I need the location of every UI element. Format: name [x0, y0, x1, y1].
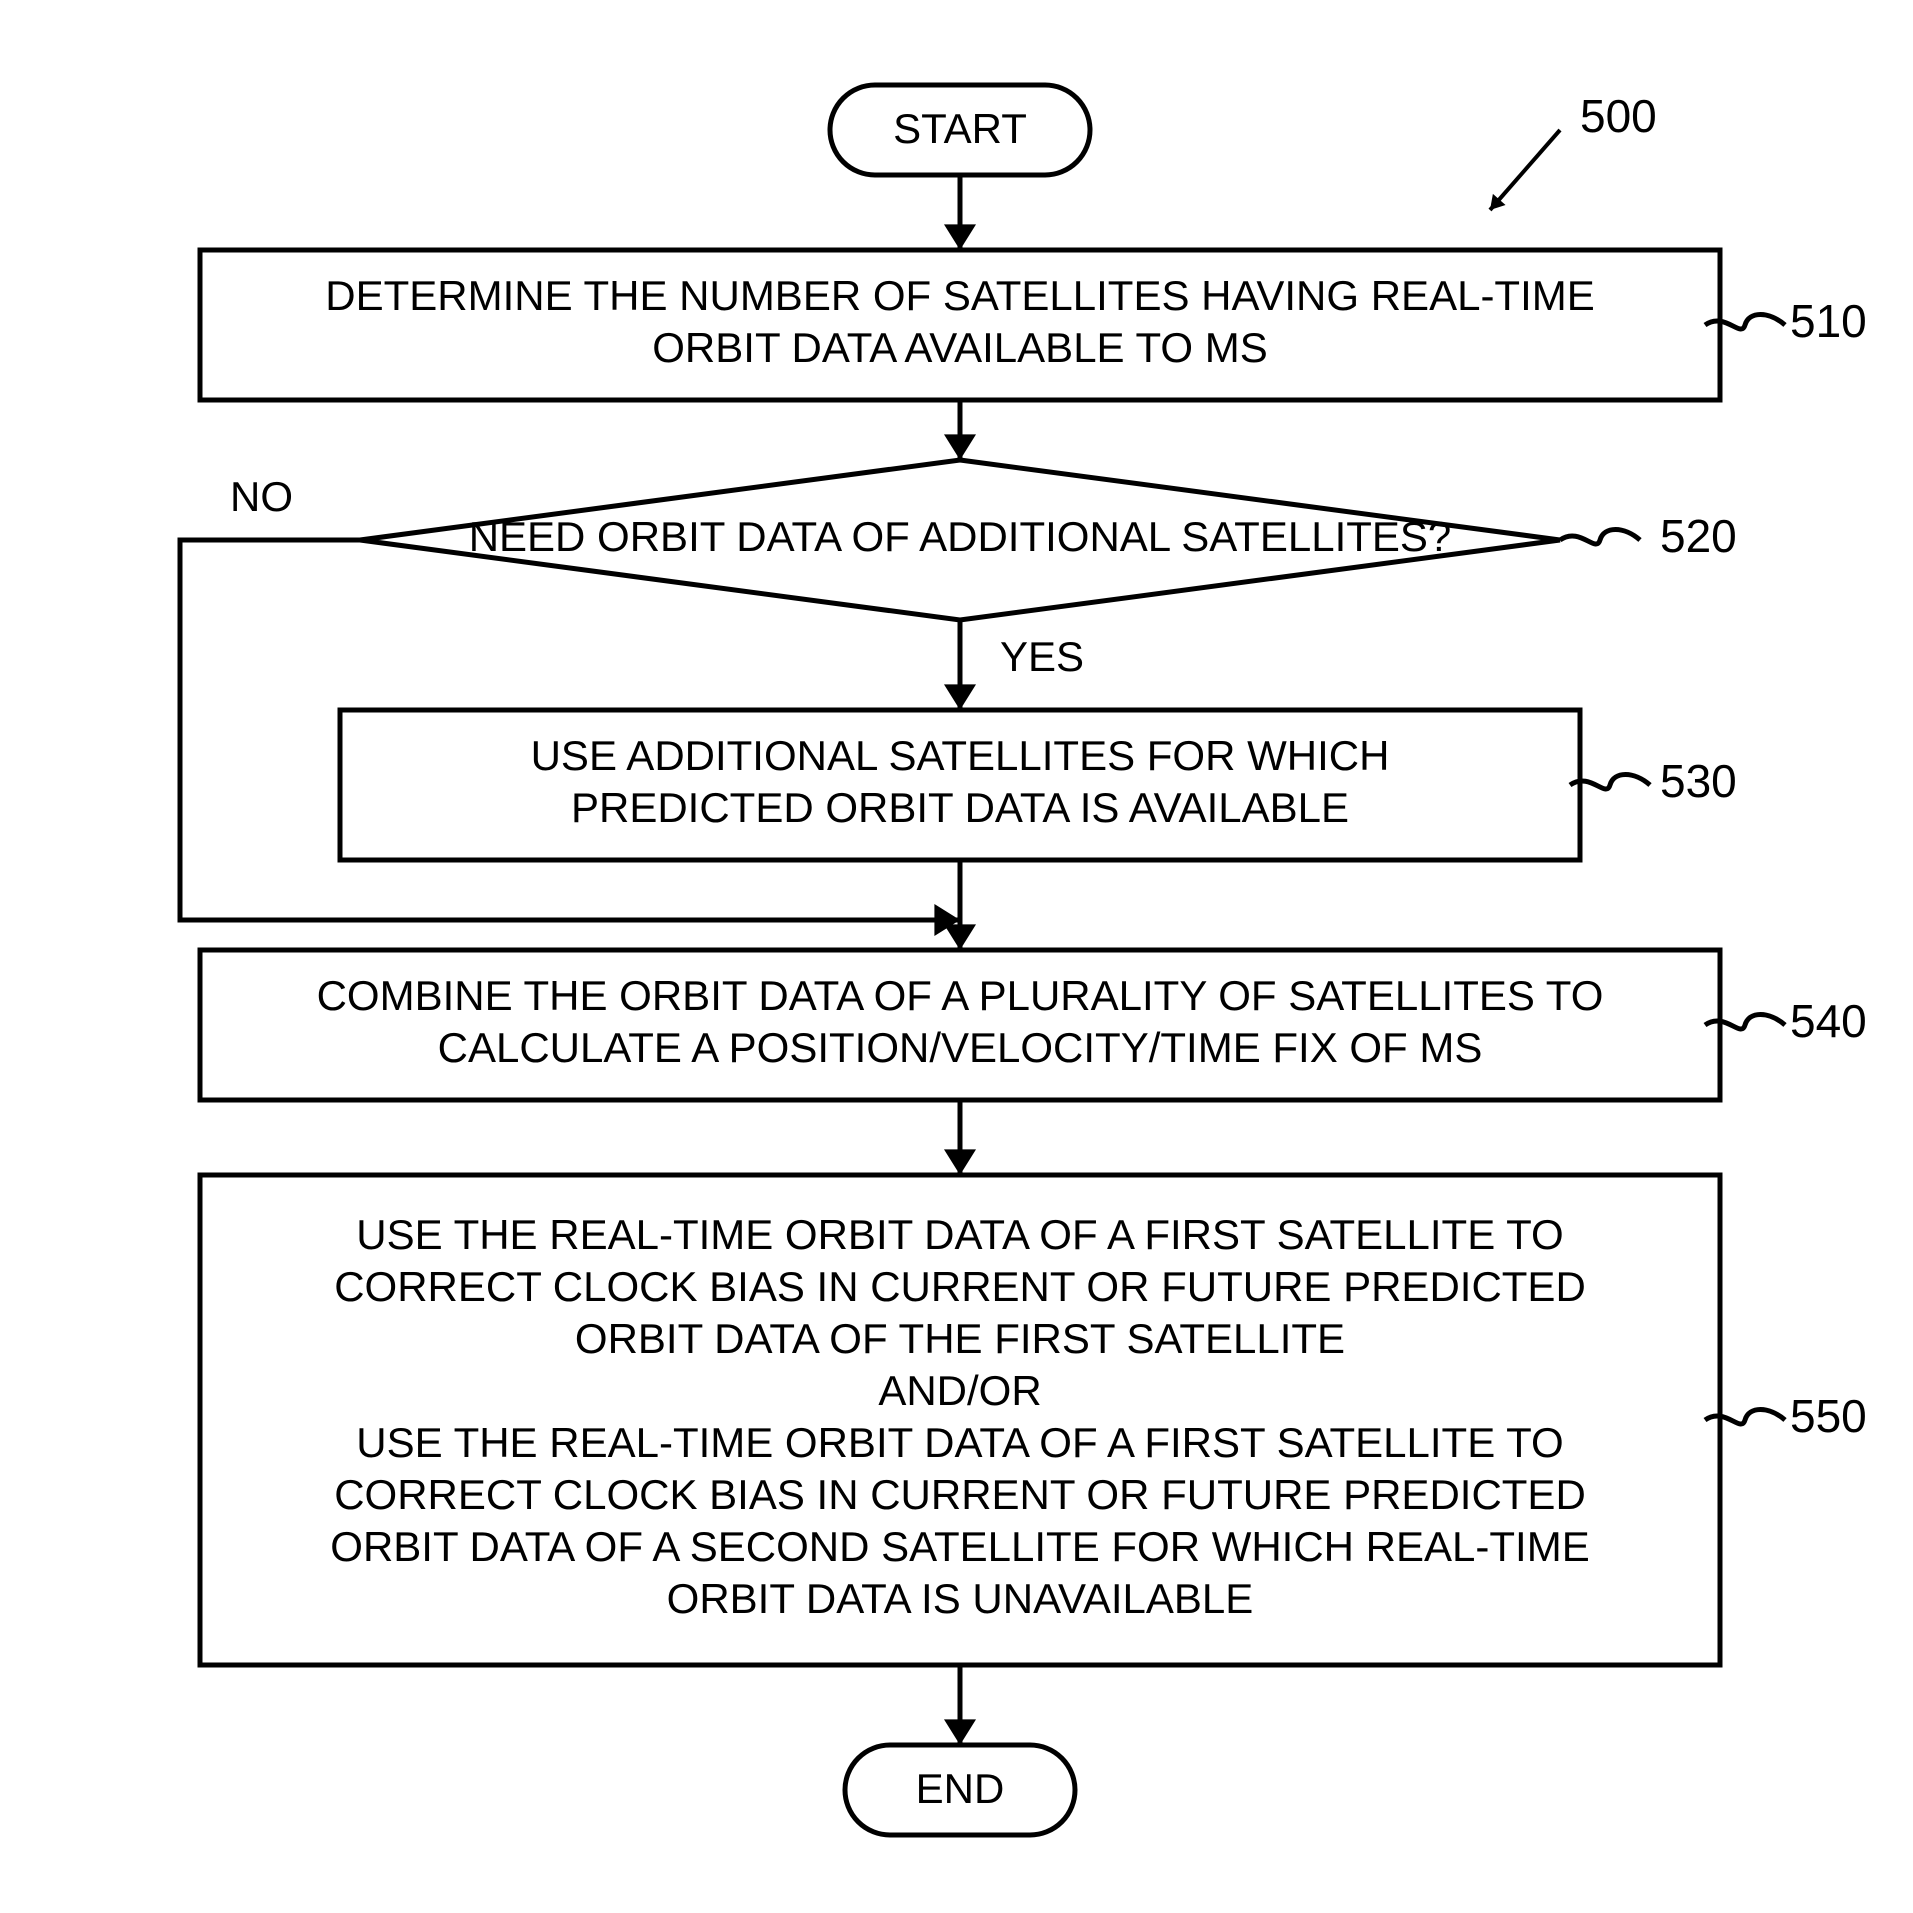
- svg-text:CALCULATE A POSITION/VELOCITY/: CALCULATE A POSITION/VELOCITY/TIME FIX O…: [438, 1024, 1483, 1071]
- ref-label: 530: [1660, 755, 1737, 807]
- node-n550: USE THE REAL-TIME ORBIT DATA OF A FIRST …: [200, 1175, 1720, 1665]
- svg-text:ORBIT DATA IS UNAVAILABLE: ORBIT DATA IS UNAVAILABLE: [667, 1575, 1254, 1622]
- svg-text:AND/OR: AND/OR: [878, 1367, 1041, 1414]
- node-n540: COMBINE THE ORBIT DATA OF A PLURALITY OF…: [200, 950, 1720, 1100]
- svg-text:COMBINE THE ORBIT DATA OF A PL: COMBINE THE ORBIT DATA OF A PLURALITY OF…: [317, 972, 1604, 1019]
- svg-text:USE THE REAL-TIME ORBIT DATA O: USE THE REAL-TIME ORBIT DATA OF A FIRST …: [356, 1211, 1563, 1258]
- flowchart: 500 YES NO START DETERMINE THE NUMBER OF SAT…: [0, 0, 1913, 1913]
- node-n520: NEED ORBIT DATA OF ADDITIONAL SATELLITES…: [360, 460, 1560, 620]
- node-start: START: [830, 85, 1090, 175]
- ref-label: 540: [1790, 995, 1867, 1047]
- svg-text:START: START: [893, 105, 1027, 152]
- figure-ref: 500: [1580, 90, 1657, 142]
- svg-text:ORBIT DATA OF A SECOND SATELLI: ORBIT DATA OF A SECOND SATELLITE FOR WHI…: [330, 1523, 1589, 1570]
- ref-label: 520: [1660, 510, 1737, 562]
- edge-label: YES: [1000, 633, 1084, 680]
- ref-label: 510: [1790, 295, 1867, 347]
- svg-text:CORRECT CLOCK BIAS IN CURRENT: CORRECT CLOCK BIAS IN CURRENT OR FUTURE …: [334, 1471, 1586, 1518]
- svg-text:USE ADDITIONAL SATELLITES FOR: USE ADDITIONAL SATELLITES FOR WHICH: [531, 732, 1390, 779]
- node-n510: DETERMINE THE NUMBER OF SATELLITES HAVIN…: [200, 250, 1720, 400]
- node-n530: USE ADDITIONAL SATELLITES FOR WHICH PREDI…: [340, 710, 1580, 860]
- svg-text:ORBIT DATA OF THE FIRST SATELL: ORBIT DATA OF THE FIRST SATELLITE: [575, 1315, 1345, 1362]
- ref-label: 550: [1790, 1390, 1867, 1442]
- svg-text:USE THE REAL-TIME ORBIT DATA O: USE THE REAL-TIME ORBIT DATA OF A FIRST …: [356, 1419, 1563, 1466]
- svg-text:DETERMINE THE NUMBER OF SATELL: DETERMINE THE NUMBER OF SATELLITES HAVIN…: [325, 272, 1595, 319]
- svg-text:NEED ORBIT DATA OF ADDITIONAL: NEED ORBIT DATA OF ADDITIONAL SATELLITES…: [469, 513, 1452, 560]
- node-end: END: [845, 1745, 1075, 1835]
- svg-text:END: END: [916, 1765, 1005, 1812]
- svg-text:PREDICTED ORBIT DATA IS AVAILA: PREDICTED ORBIT DATA IS AVAILABLE: [571, 784, 1349, 831]
- svg-text:CORRECT CLOCK BIAS IN CURRENT: CORRECT CLOCK BIAS IN CURRENT OR FUTURE …: [334, 1263, 1586, 1310]
- edge-label: NO: [230, 473, 293, 520]
- svg-text:ORBIT DATA AVAILABLE TO MS: ORBIT DATA AVAILABLE TO MS: [652, 324, 1267, 371]
